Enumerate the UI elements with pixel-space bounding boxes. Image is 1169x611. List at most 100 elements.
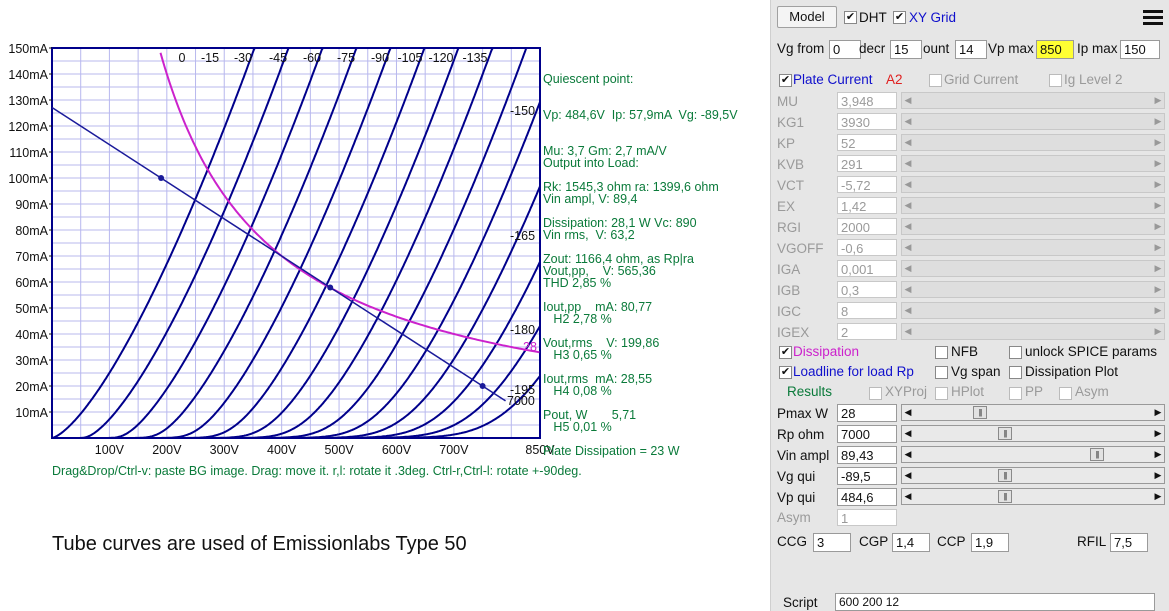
param-slider[interactable]: ◀ ▶ — [901, 113, 1165, 130]
hplot-checkbox[interactable] — [935, 387, 948, 400]
param-input[interactable]: -0,6 — [837, 239, 897, 256]
param-slider[interactable]: ◀ ▶ — [901, 302, 1165, 319]
param-slider[interactable]: ◀ ▶ — [901, 197, 1165, 214]
param-slider[interactable]: ◀ ▶ — [901, 239, 1165, 256]
slider-thumb[interactable]: ||| — [973, 406, 987, 419]
param-slider[interactable]: ◀ ▶ — [901, 176, 1165, 193]
slider-right-arrow-icon[interactable]: ▶ — [1154, 158, 1162, 168]
control-input[interactable]: 89,43 — [837, 446, 897, 464]
model-button[interactable]: Model — [777, 6, 837, 28]
grid-current-checkbox[interactable] — [929, 74, 942, 87]
param-input[interactable]: 2 — [837, 323, 897, 340]
slider-right-arrow-icon[interactable]: ▶ — [1154, 137, 1162, 147]
slider-right-arrow-icon[interactable]: ▶ — [1154, 491, 1162, 501]
count-input[interactable]: 14 — [955, 40, 987, 59]
dissipation-checkbox[interactable]: ✔ — [779, 346, 792, 359]
loadline-checkbox[interactable]: ✔ — [779, 366, 792, 379]
ig-level2-checkbox[interactable] — [1049, 74, 1062, 87]
slider-right-arrow-icon[interactable]: ▶ — [1154, 284, 1162, 294]
slider-right-arrow-icon[interactable]: ▶ — [1154, 200, 1162, 210]
plot-area[interactable]: 150mA 140mA 130mA 120mA 110mA 100mA 90mA 80mA 70… — [0, 0, 770, 611]
decr-input[interactable]: 15 — [890, 40, 922, 59]
param-input[interactable]: 52 — [837, 134, 897, 151]
param-slider[interactable]: ◀ ▶ — [901, 323, 1165, 340]
param-slider[interactable]: ◀ ▶ — [901, 281, 1165, 298]
slider-left-arrow-icon[interactable]: ◀ — [904, 95, 912, 105]
script-input[interactable]: 600 200 12 — [835, 593, 1155, 611]
slider-right-arrow-icon[interactable]: ▶ — [1154, 326, 1162, 336]
slider-right-arrow-icon[interactable]: ▶ — [1154, 428, 1162, 438]
slider-right-arrow-icon[interactable]: ▶ — [1154, 263, 1162, 273]
slider-left-arrow-icon[interactable]: ◀ — [904, 407, 912, 417]
plate-current-checkbox[interactable]: ✔ — [779, 74, 792, 87]
slider-right-arrow-icon[interactable]: ▶ — [1154, 95, 1162, 105]
slider-right-arrow-icon[interactable]: ▶ — [1154, 305, 1162, 315]
slider-thumb[interactable]: ||| — [998, 469, 1012, 482]
rfil-input[interactable]: 7,5 — [1110, 533, 1148, 552]
pp-checkbox[interactable] — [1009, 387, 1022, 400]
param-slider[interactable]: ◀ ▶ — [901, 155, 1165, 172]
param-input[interactable]: 8 — [837, 302, 897, 319]
slider-thumb[interactable]: ||| — [1090, 448, 1104, 461]
vg-from-input[interactable]: 0 — [829, 40, 861, 59]
vg-span-checkbox[interactable] — [935, 366, 948, 379]
param-input[interactable]: -5,72 — [837, 176, 897, 193]
param-input[interactable]: 3930 — [837, 113, 897, 130]
param-input[interactable]: 291 — [837, 155, 897, 172]
control-slider[interactable]: ◀ ||| ▶ — [901, 467, 1165, 484]
control-slider[interactable]: ◀ ||| ▶ — [901, 404, 1165, 421]
ip-max-input[interactable]: 150 — [1120, 40, 1160, 59]
slider-left-arrow-icon[interactable]: ◀ — [904, 179, 912, 189]
slider-left-arrow-icon[interactable]: ◀ — [904, 200, 912, 210]
slider-left-arrow-icon[interactable]: ◀ — [904, 470, 912, 480]
param-slider[interactable]: ◀ ▶ — [901, 218, 1165, 235]
unlock-spice-checkbox[interactable] — [1009, 346, 1022, 359]
slider-right-arrow-icon[interactable]: ▶ — [1154, 179, 1162, 189]
param-slider[interactable]: ◀ ▶ — [901, 260, 1165, 277]
param-input[interactable]: 0,3 — [837, 281, 897, 298]
slider-left-arrow-icon[interactable]: ◀ — [904, 428, 912, 438]
dissipation-plot-checkbox[interactable] — [1009, 366, 1022, 379]
slider-thumb[interactable]: ||| — [998, 490, 1012, 503]
control-input[interactable]: 484,6 — [837, 488, 897, 506]
asym-checkbox[interactable] — [1059, 387, 1072, 400]
results-link[interactable]: Results — [787, 384, 833, 399]
slider-left-arrow-icon[interactable]: ◀ — [904, 449, 912, 459]
control-slider[interactable]: ◀ ||| ▶ — [901, 446, 1165, 463]
hamburger-menu-icon[interactable] — [1143, 8, 1163, 25]
cgp-input[interactable]: 1,4 — [892, 533, 930, 552]
slider-right-arrow-icon[interactable]: ▶ — [1154, 407, 1162, 417]
asym-input[interactable]: 1 — [837, 509, 897, 526]
slider-left-arrow-icon[interactable]: ◀ — [904, 326, 912, 336]
slider-right-arrow-icon[interactable]: ▶ — [1154, 221, 1162, 231]
slider-left-arrow-icon[interactable]: ◀ — [904, 242, 912, 252]
slider-left-arrow-icon[interactable]: ◀ — [904, 491, 912, 501]
ccp-input[interactable]: 1,9 — [971, 533, 1009, 552]
param-slider[interactable]: ◀ ▶ — [901, 92, 1165, 109]
slider-left-arrow-icon[interactable]: ◀ — [904, 221, 912, 231]
param-slider[interactable]: ◀ ▶ — [901, 134, 1165, 151]
ccg-input[interactable]: 3 — [813, 533, 851, 552]
slider-right-arrow-icon[interactable]: ▶ — [1154, 242, 1162, 252]
xyproj-checkbox[interactable] — [869, 387, 882, 400]
slider-left-arrow-icon[interactable]: ◀ — [904, 137, 912, 147]
slider-left-arrow-icon[interactable]: ◀ — [904, 263, 912, 273]
vp-max-input[interactable]: 850 — [1036, 40, 1074, 59]
nfb-checkbox[interactable] — [935, 346, 948, 359]
param-input[interactable]: 0,001 — [837, 260, 897, 277]
control-slider[interactable]: ◀ ||| ▶ — [901, 425, 1165, 442]
slider-left-arrow-icon[interactable]: ◀ — [904, 305, 912, 315]
slider-right-arrow-icon[interactable]: ▶ — [1154, 116, 1162, 126]
param-input[interactable]: 2000 — [837, 218, 897, 235]
slider-left-arrow-icon[interactable]: ◀ — [904, 284, 912, 294]
slider-right-arrow-icon[interactable]: ▶ — [1154, 470, 1162, 480]
param-input[interactable]: 3,948 — [837, 92, 897, 109]
slider-thumb[interactable]: ||| — [998, 427, 1012, 440]
control-input[interactable]: -89,5 — [837, 467, 897, 485]
param-input[interactable]: 1,42 — [837, 197, 897, 214]
dht-checkbox[interactable]: ✔ — [844, 11, 857, 24]
slider-left-arrow-icon[interactable]: ◀ — [904, 158, 912, 168]
slider-left-arrow-icon[interactable]: ◀ — [904, 116, 912, 126]
xy-grid-checkbox[interactable]: ✔ — [893, 11, 906, 24]
slider-right-arrow-icon[interactable]: ▶ — [1154, 449, 1162, 459]
